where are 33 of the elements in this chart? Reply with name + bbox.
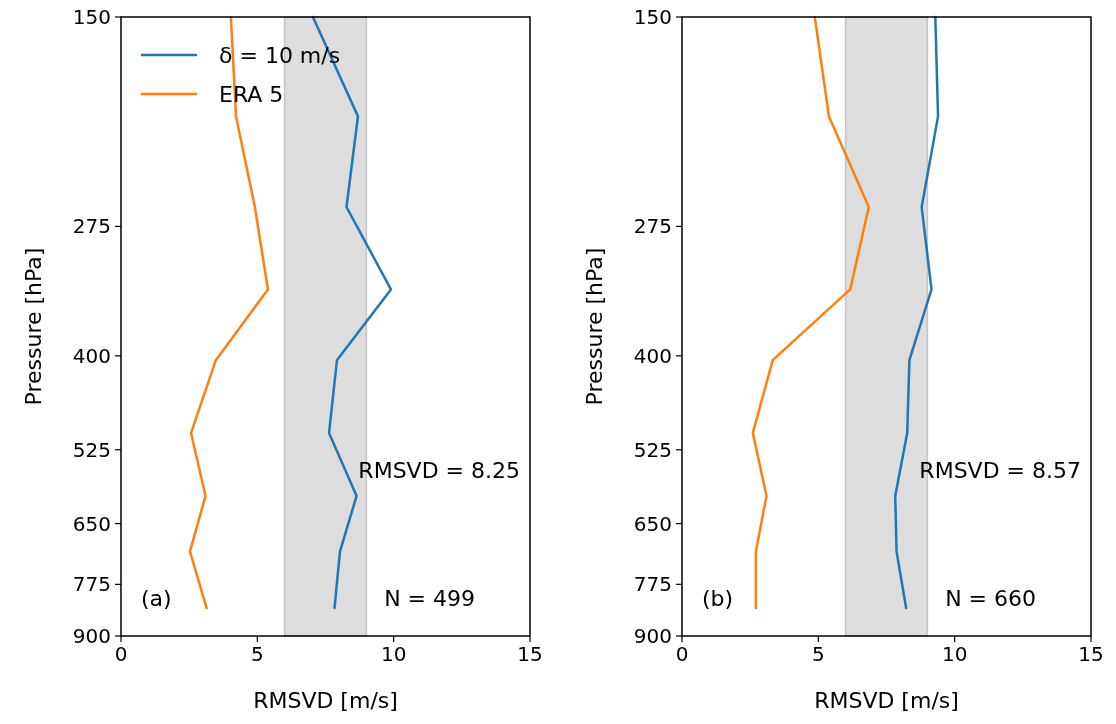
- y-tick-label: 275: [72, 214, 111, 239]
- x-axis-title: RMSVD [m/s]: [814, 688, 959, 713]
- x-tick-label: 10: [380, 642, 407, 666]
- x-axis-title: RMSVD [m/s]: [253, 688, 398, 713]
- y-tick-label: 650: [72, 511, 111, 536]
- line-series: [751, 15, 871, 610]
- annotation: (a): [141, 586, 172, 611]
- annotation: (b): [702, 586, 734, 611]
- annotation: RMSVD = 8.25: [358, 458, 520, 483]
- y-tick-label: 775: [633, 572, 672, 597]
- y-tick-label: 275: [633, 214, 672, 239]
- y-tick-label: 150: [633, 5, 672, 29]
- y-tick-label: 525: [633, 437, 672, 462]
- y-tick-label: 150: [72, 5, 111, 29]
- y-tick-label: 900: [633, 624, 672, 648]
- x-tick-label: 5: [811, 642, 825, 666]
- x-tick-label: 15: [1078, 642, 1104, 666]
- x-tick-label: 10: [941, 642, 968, 666]
- y-tick-label: 525: [72, 437, 111, 462]
- annotation: RMSVD = 8.57: [919, 458, 1081, 483]
- y-tick-label: 400: [633, 343, 672, 368]
- y-tick-label: 400: [72, 343, 111, 368]
- y-tick-label: 900: [72, 624, 111, 648]
- x-tick-label: 0: [675, 642, 689, 666]
- x-tick-label: 5: [250, 642, 264, 666]
- annotation: N = 660: [945, 586, 1036, 611]
- x-tick-label: 15: [517, 642, 543, 666]
- y-tick-label: 650: [633, 511, 672, 536]
- annotation: N = 499: [384, 586, 475, 611]
- y-axis-title: Pressure [hPa]: [21, 247, 46, 406]
- y-tick-label: 775: [72, 572, 111, 597]
- x-tick-label: 0: [114, 642, 128, 666]
- y-axis-title: Pressure [hPa]: [582, 247, 607, 406]
